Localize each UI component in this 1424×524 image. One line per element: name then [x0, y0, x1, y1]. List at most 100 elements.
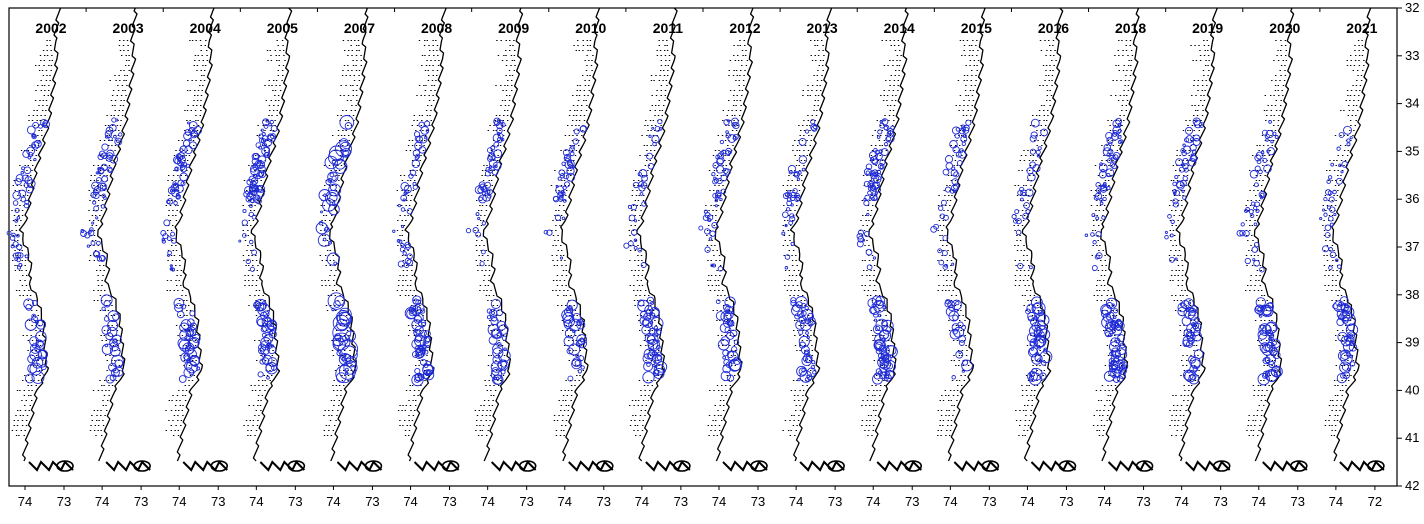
- station-dot: [795, 410, 797, 411]
- station-dot: [428, 95, 430, 96]
- station-dot: [870, 145, 873, 146]
- station-dot: [103, 385, 105, 386]
- station-dot: [1019, 260, 1021, 261]
- station-dot: [715, 200, 717, 201]
- station-dot: [171, 245, 173, 246]
- station-dot: [575, 115, 578, 116]
- station-dot: [707, 280, 709, 281]
- station-dot: [195, 40, 197, 41]
- station-dot: [206, 60, 209, 61]
- station-dot: [959, 130, 961, 131]
- catch-bubble: [180, 352, 191, 363]
- station-dot: [408, 430, 411, 431]
- station-dot: [948, 400, 950, 401]
- station-dot: [649, 110, 651, 111]
- station-dot: [418, 40, 421, 41]
- station-dot: [352, 95, 354, 96]
- station-dot: [797, 395, 799, 396]
- station-dot: [708, 435, 710, 436]
- station-dot: [584, 85, 587, 86]
- station-dot: [797, 295, 799, 296]
- catch-bubble: [33, 157, 37, 162]
- station-dot: [325, 305, 328, 306]
- station-dot: [31, 400, 33, 401]
- station-dot: [50, 50, 52, 51]
- station-dot: [401, 220, 403, 221]
- station-dot: [947, 250, 949, 251]
- station-dot: [501, 325, 503, 326]
- station-dot: [244, 275, 246, 276]
- station-dot: [1013, 225, 1015, 226]
- station-dot: [503, 55, 505, 56]
- station-dot: [271, 375, 273, 376]
- station-dot: [571, 125, 573, 126]
- station-dot: [13, 420, 15, 421]
- station-dot: [338, 385, 341, 386]
- station-dot: [197, 125, 200, 126]
- catch-bubble: [716, 189, 720, 193]
- station-dot: [642, 425, 644, 426]
- station-dot: [335, 310, 337, 311]
- station-dot: [279, 85, 281, 86]
- station-dot: [409, 290, 412, 291]
- catch-bubble: [118, 132, 123, 137]
- station-dot: [975, 45, 977, 46]
- station-dot: [49, 75, 51, 76]
- station-dot: [402, 280, 404, 281]
- station-dot: [277, 95, 280, 96]
- station-dot: [170, 425, 172, 426]
- station-dot: [949, 255, 951, 256]
- catch-bubble: [335, 365, 354, 384]
- station-dot: [179, 405, 181, 406]
- station-dot: [645, 360, 647, 361]
- station-dot: [1015, 220, 1017, 221]
- station-dot: [744, 55, 747, 56]
- station-dot: [725, 395, 727, 396]
- station-dot: [645, 405, 647, 406]
- station-dot: [93, 410, 95, 411]
- catch-bubble: [25, 185, 34, 194]
- station-dot: [194, 335, 196, 336]
- station-dot: [407, 250, 409, 251]
- station-dot: [406, 265, 408, 266]
- catch-bubble: [10, 244, 15, 249]
- station-dot: [799, 170, 801, 171]
- station-dot: [719, 400, 722, 401]
- catch-bubble: [23, 298, 34, 310]
- station-dot: [570, 175, 572, 176]
- station-dot: [1043, 105, 1045, 106]
- station-dot: [184, 130, 186, 131]
- station-dot: [1054, 50, 1056, 51]
- station-dot: [965, 115, 968, 116]
- archipelago-outline: [336, 460, 383, 472]
- station-dot: [115, 380, 118, 381]
- station-dot: [506, 115, 509, 116]
- station-dot: [251, 245, 254, 246]
- station-dot: [880, 385, 882, 386]
- station-dot: [498, 340, 500, 341]
- catch-bubble: [23, 182, 30, 188]
- station-dot: [105, 355, 107, 356]
- station-dot: [739, 115, 741, 116]
- catch-bubble: [40, 118, 48, 127]
- catch-bubble: [711, 221, 718, 229]
- station-dot: [167, 200, 170, 201]
- island-outline: [595, 460, 614, 472]
- station-dot: [323, 415, 325, 416]
- station-dot: [479, 290, 481, 291]
- station-dot: [889, 80, 891, 81]
- station-dot: [822, 60, 824, 61]
- station-dot: [1027, 180, 1029, 181]
- station-dot: [196, 100, 199, 101]
- catch-bubble: [496, 309, 503, 316]
- station-dot: [573, 315, 575, 316]
- station-dot: [97, 275, 99, 276]
- station-dot: [103, 265, 105, 266]
- station-dot: [100, 170, 102, 171]
- station-dot: [634, 270, 636, 271]
- station-dot: [629, 245, 632, 246]
- station-dot: [19, 255, 21, 256]
- station-dot: [200, 45, 202, 46]
- station-dot: [577, 40, 579, 41]
- station-dot: [337, 135, 340, 136]
